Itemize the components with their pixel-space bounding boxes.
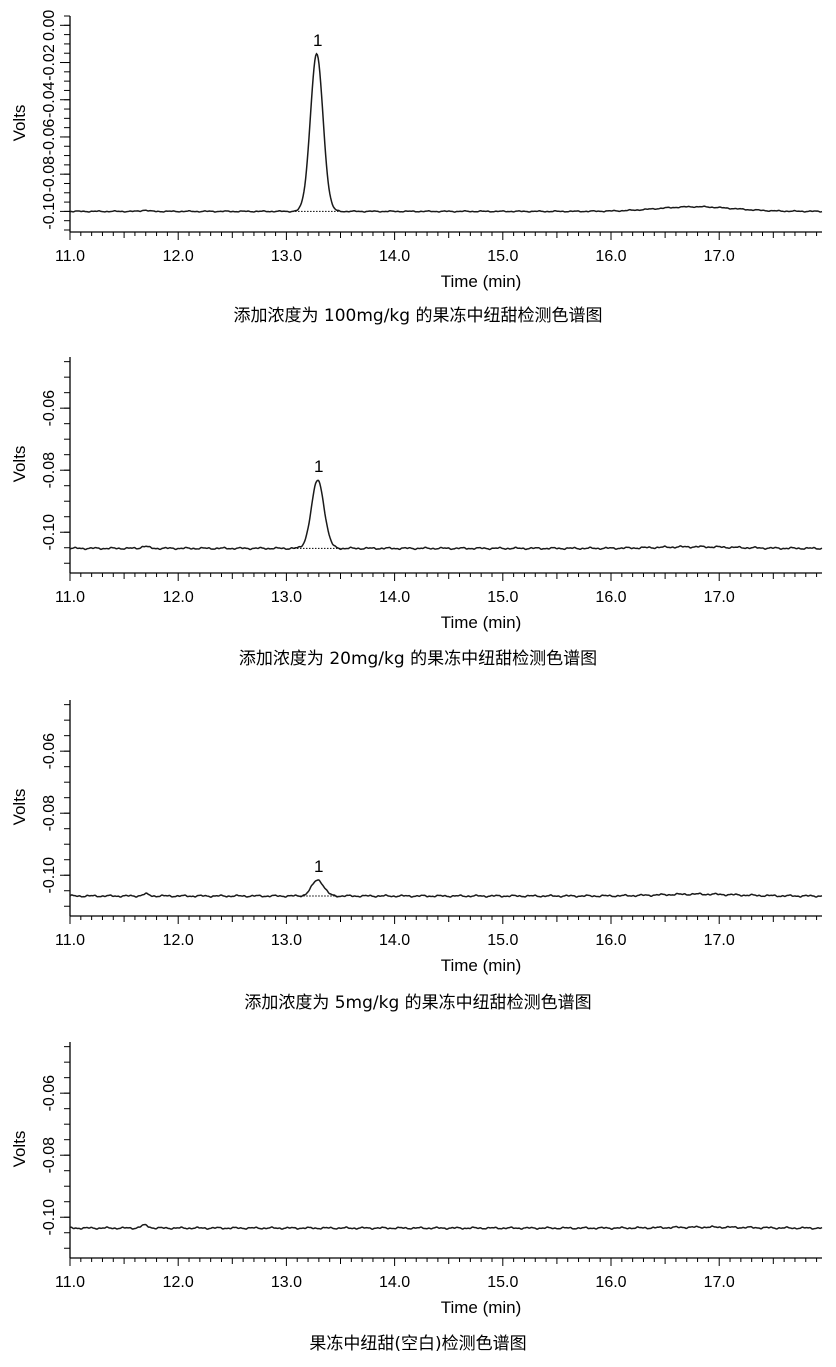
chromatogram-panel: 11.0 12.0 13.0 14.0 15.0 16.0 17.0 -0.06 -0.08 -0… — [0, 684, 836, 1025]
x-tick-label: 16.0 — [595, 248, 626, 265]
y-axis-title: Volts — [10, 105, 29, 142]
signal-line — [69, 1223, 823, 1231]
y-tick-label: -0.06 — [41, 119, 58, 156]
y-tick-label: -0.10 — [41, 193, 58, 230]
chromatogram-panel: 11.0 12.0 13.0 14.0 15.0 16.0 17.0 -0.06 -0.08 -0… — [0, 1026, 836, 1367]
y-tick-label: -0.08 — [41, 156, 58, 193]
chart-caption: 添加浓度为 100mg/kg 的果冻中纽甜检测色谱图 — [233, 306, 603, 326]
x-tick-label: 13.0 — [271, 248, 302, 265]
chromatogram-chart: 11.0 12.0 13.0 14.0 15.0 16.0 17.0 -0.06 -0.08 -0… — [10, 700, 823, 975]
y-tick-label: -0.10 — [41, 514, 58, 551]
y-tick-label: -0.10 — [41, 1199, 58, 1236]
x-tick-label: 11.0 — [55, 589, 85, 606]
y-axis-title: Volts — [10, 1131, 29, 1168]
y-tick-label: -0.08 — [41, 795, 58, 832]
x-tick-label: 12.0 — [163, 248, 194, 265]
x-tick-label: 13.0 — [271, 1274, 302, 1291]
x-tick-label: 17.0 — [704, 932, 735, 949]
x-tick-label: 17.0 — [704, 248, 735, 265]
peak-label: 1 — [314, 457, 323, 476]
y-tick-label: -0.08 — [41, 1137, 58, 1174]
x-tick-label: 16.0 — [595, 1274, 626, 1291]
x-tick-label: 14.0 — [379, 932, 410, 949]
y-tick-label: -0.06 — [41, 733, 58, 770]
signal-line — [69, 52, 823, 213]
x-tick-label: 12.0 — [163, 1274, 194, 1291]
x-tick-label: 15.0 — [487, 1274, 518, 1291]
chart-caption: 添加浓度为 5mg/kg 的果冻中纽甜检测色谱图 — [244, 993, 592, 1013]
x-tick-label: 16.0 — [595, 589, 626, 606]
peak-label: 1 — [314, 857, 323, 876]
y-tick-label: -0.06 — [41, 1075, 58, 1112]
x-tick-label: 16.0 — [595, 932, 626, 949]
x-tick-label: 14.0 — [379, 1274, 410, 1291]
chromatogram-panel: 11.0 12.0 13.0 14.0 15.0 16.0 17.0 -0.06 -0.08 -0… — [0, 341, 836, 682]
chromatogram-chart: 11.0 12.0 13.0 14.0 15.0 16.0 17.0 -0.06 -0.08 -0… — [10, 1042, 823, 1317]
chromatogram-chart: 11.0 12.0 13.0 14.0 15.0 16.0 17.0 -0.06 -0.08 -0… — [10, 357, 823, 632]
y-axis-title: Volts — [10, 789, 29, 826]
x-tick-label: 11.0 — [55, 932, 85, 949]
y-tick-label: -0.04 — [41, 81, 58, 118]
x-axis-title: Time (min) — [441, 956, 522, 975]
chromatogram-chart: 11.0 12.0 13.0 14.0 15.0 16.0 17.00.00-0.02-0.… — [10, 10, 823, 291]
x-tick-label: 17.0 — [704, 589, 735, 606]
y-tick-label: -0.08 — [41, 452, 58, 489]
x-tick-label: 17.0 — [704, 1274, 735, 1291]
x-tick-label: 13.0 — [271, 932, 302, 949]
peak-label: 1 — [313, 31, 322, 50]
y-tick-label: 0.00 — [41, 10, 58, 41]
signal-line — [69, 479, 823, 551]
x-tick-label: 15.0 — [487, 932, 518, 949]
chart-caption: 果冻中纽甜(空白)检测色谱图 — [309, 1334, 527, 1354]
x-tick-label: 12.0 — [163, 932, 194, 949]
x-tick-label: 13.0 — [271, 589, 302, 606]
y-tick-label: -0.10 — [41, 857, 58, 894]
x-tick-label: 15.0 — [487, 248, 518, 265]
signal-line — [69, 879, 823, 898]
x-axis-title: Time (min) — [441, 272, 522, 291]
x-tick-label: 11.0 — [55, 248, 85, 265]
y-tick-label: -0.06 — [41, 390, 58, 427]
y-tick-label: -0.02 — [41, 44, 58, 81]
x-tick-label: 15.0 — [487, 589, 518, 606]
x-axis-title: Time (min) — [441, 1298, 522, 1317]
x-axis-title: Time (min) — [441, 613, 522, 632]
x-tick-label: 12.0 — [163, 589, 194, 606]
y-axis-title: Volts — [10, 446, 29, 483]
x-tick-label: 14.0 — [379, 589, 410, 606]
chromatogram-panel: 11.0 12.0 13.0 14.0 15.0 16.0 17.0 0.00 -0.02 -0.… — [0, 0, 836, 341]
x-tick-label: 14.0 — [379, 248, 410, 265]
x-tick-label: 11.0 — [55, 1274, 85, 1291]
chart-caption: 添加浓度为 20mg/kg 的果冻中纽甜检测色谱图 — [238, 649, 598, 669]
